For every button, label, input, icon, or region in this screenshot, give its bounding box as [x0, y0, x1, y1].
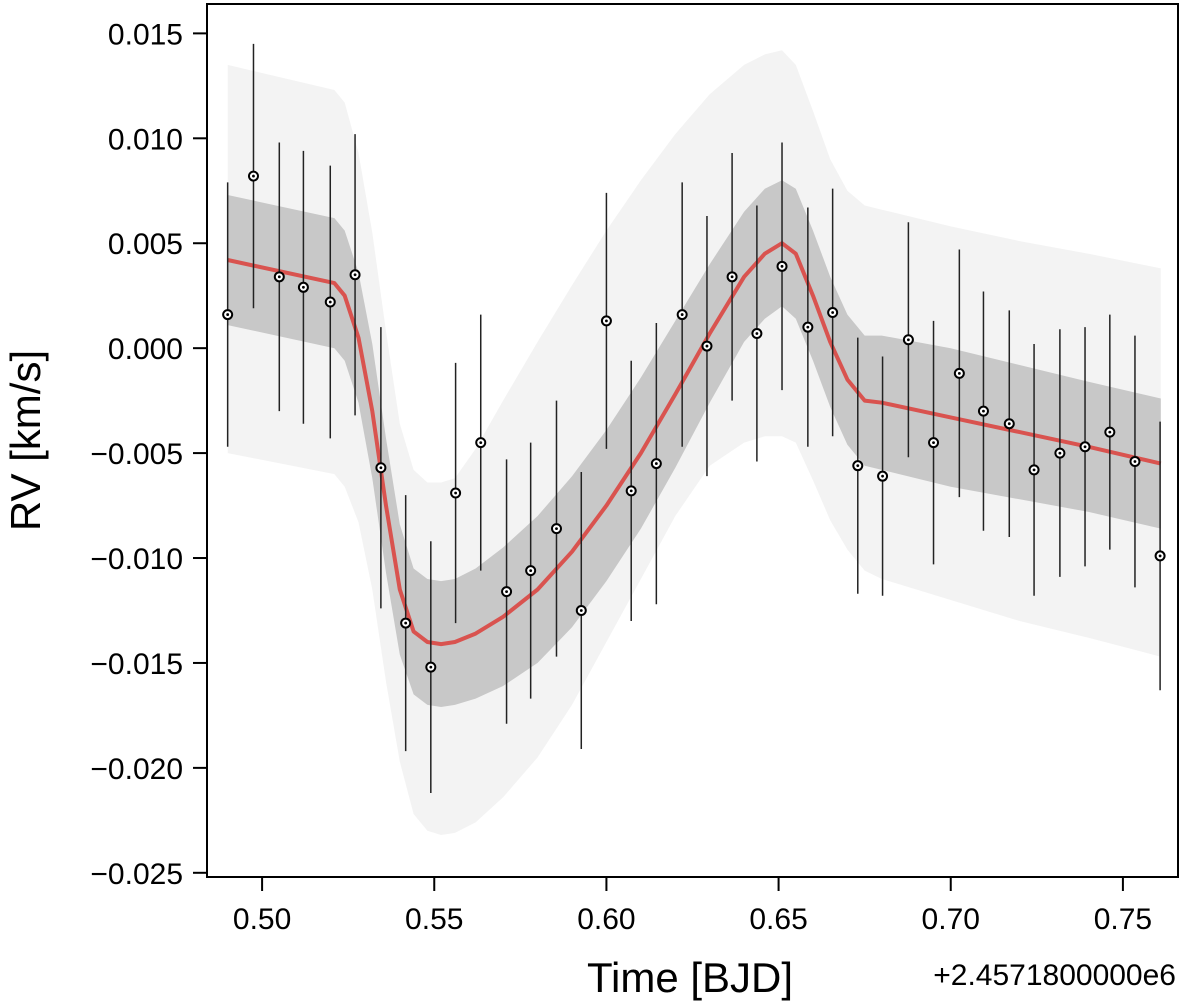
- y-tick-label: 0.015: [108, 18, 183, 51]
- data-point-center: [379, 466, 383, 470]
- data-point-center: [505, 590, 508, 593]
- data-point-center: [856, 464, 860, 468]
- data-point-center: [654, 462, 658, 465]
- data-point-center: [730, 275, 734, 279]
- data-point-center: [881, 474, 884, 478]
- data-point-center: [429, 665, 433, 669]
- model-curve-group: [227, 241, 1162, 647]
- data-point-center: [906, 338, 910, 342]
- data-point-center: [755, 332, 759, 335]
- y-tick-label: −0.025: [90, 858, 183, 891]
- data-point-center: [226, 313, 230, 316]
- data-point-center: [1158, 554, 1162, 558]
- data-point-center: [780, 264, 784, 268]
- data-point-center: [806, 325, 810, 329]
- x-tick-label: 0.70: [922, 903, 980, 936]
- y-tick-label: −0.005: [90, 438, 183, 471]
- data-point-center: [1083, 445, 1087, 449]
- x-axis-label: Time [BJD]: [587, 954, 793, 1001]
- y-tick-label: 0.005: [108, 228, 183, 261]
- plot-frame: [206, 3, 1179, 878]
- y-tick-label: −0.020: [90, 753, 183, 786]
- data-point-center: [479, 441, 483, 444]
- model-line: [227, 241, 1162, 647]
- x-tick-label: 0.65: [749, 903, 807, 936]
- data-point-center: [1058, 451, 1062, 455]
- data-point-center: [302, 285, 305, 289]
- data-points: [222, 43, 1166, 794]
- data-point-center: [454, 491, 458, 495]
- x-tick-label: 0.75: [1094, 903, 1152, 936]
- data-point-center: [529, 569, 533, 573]
- x-tick-label: 0.55: [405, 903, 463, 936]
- data-point-center: [252, 174, 255, 178]
- data-point-center: [1032, 468, 1036, 472]
- x-axis-ticks: 0.50 0.55 0.60 0.65 0.70 0.75: [233, 877, 1152, 936]
- data-point-center: [705, 344, 709, 348]
- data-point-center: [277, 275, 281, 279]
- x-tick-label: 0.60: [577, 903, 635, 936]
- data-point-center: [957, 371, 961, 375]
- y-axis-ticks: 0.015 0.010 0.005 0.000 −0.005 −0.010 −0.015 −0…: [90, 18, 207, 891]
- y-tick-label: 0.000: [108, 333, 183, 366]
- confidence-bands: [227, 50, 1161, 835]
- y-tick-label: −0.015: [90, 648, 183, 681]
- x-tick-label: 0.50: [233, 903, 291, 936]
- y-tick-label: −0.010: [90, 543, 183, 576]
- data-point-center: [1133, 460, 1137, 463]
- y-axis-label: RV [km/s]: [2, 350, 49, 531]
- data-point-center: [579, 609, 583, 612]
- data-point-center: [1007, 422, 1011, 426]
- data-point-center: [932, 441, 935, 444]
- x-axis-offset-label: +2.4571800000e6: [933, 959, 1176, 992]
- data-point-center: [629, 489, 633, 493]
- inner-confidence-band: [227, 180, 1161, 708]
- data-point-center: [353, 273, 357, 277]
- data-point-center: [328, 300, 332, 304]
- data-point-center: [605, 319, 608, 323]
- data-point-center: [831, 311, 835, 314]
- data-point-center: [404, 621, 408, 625]
- data-point-center: [555, 527, 558, 531]
- data-point-center: [1108, 430, 1112, 434]
- data-point-center: [680, 313, 684, 316]
- y-tick-label: 0.010: [108, 123, 183, 156]
- data-point-center: [982, 409, 985, 413]
